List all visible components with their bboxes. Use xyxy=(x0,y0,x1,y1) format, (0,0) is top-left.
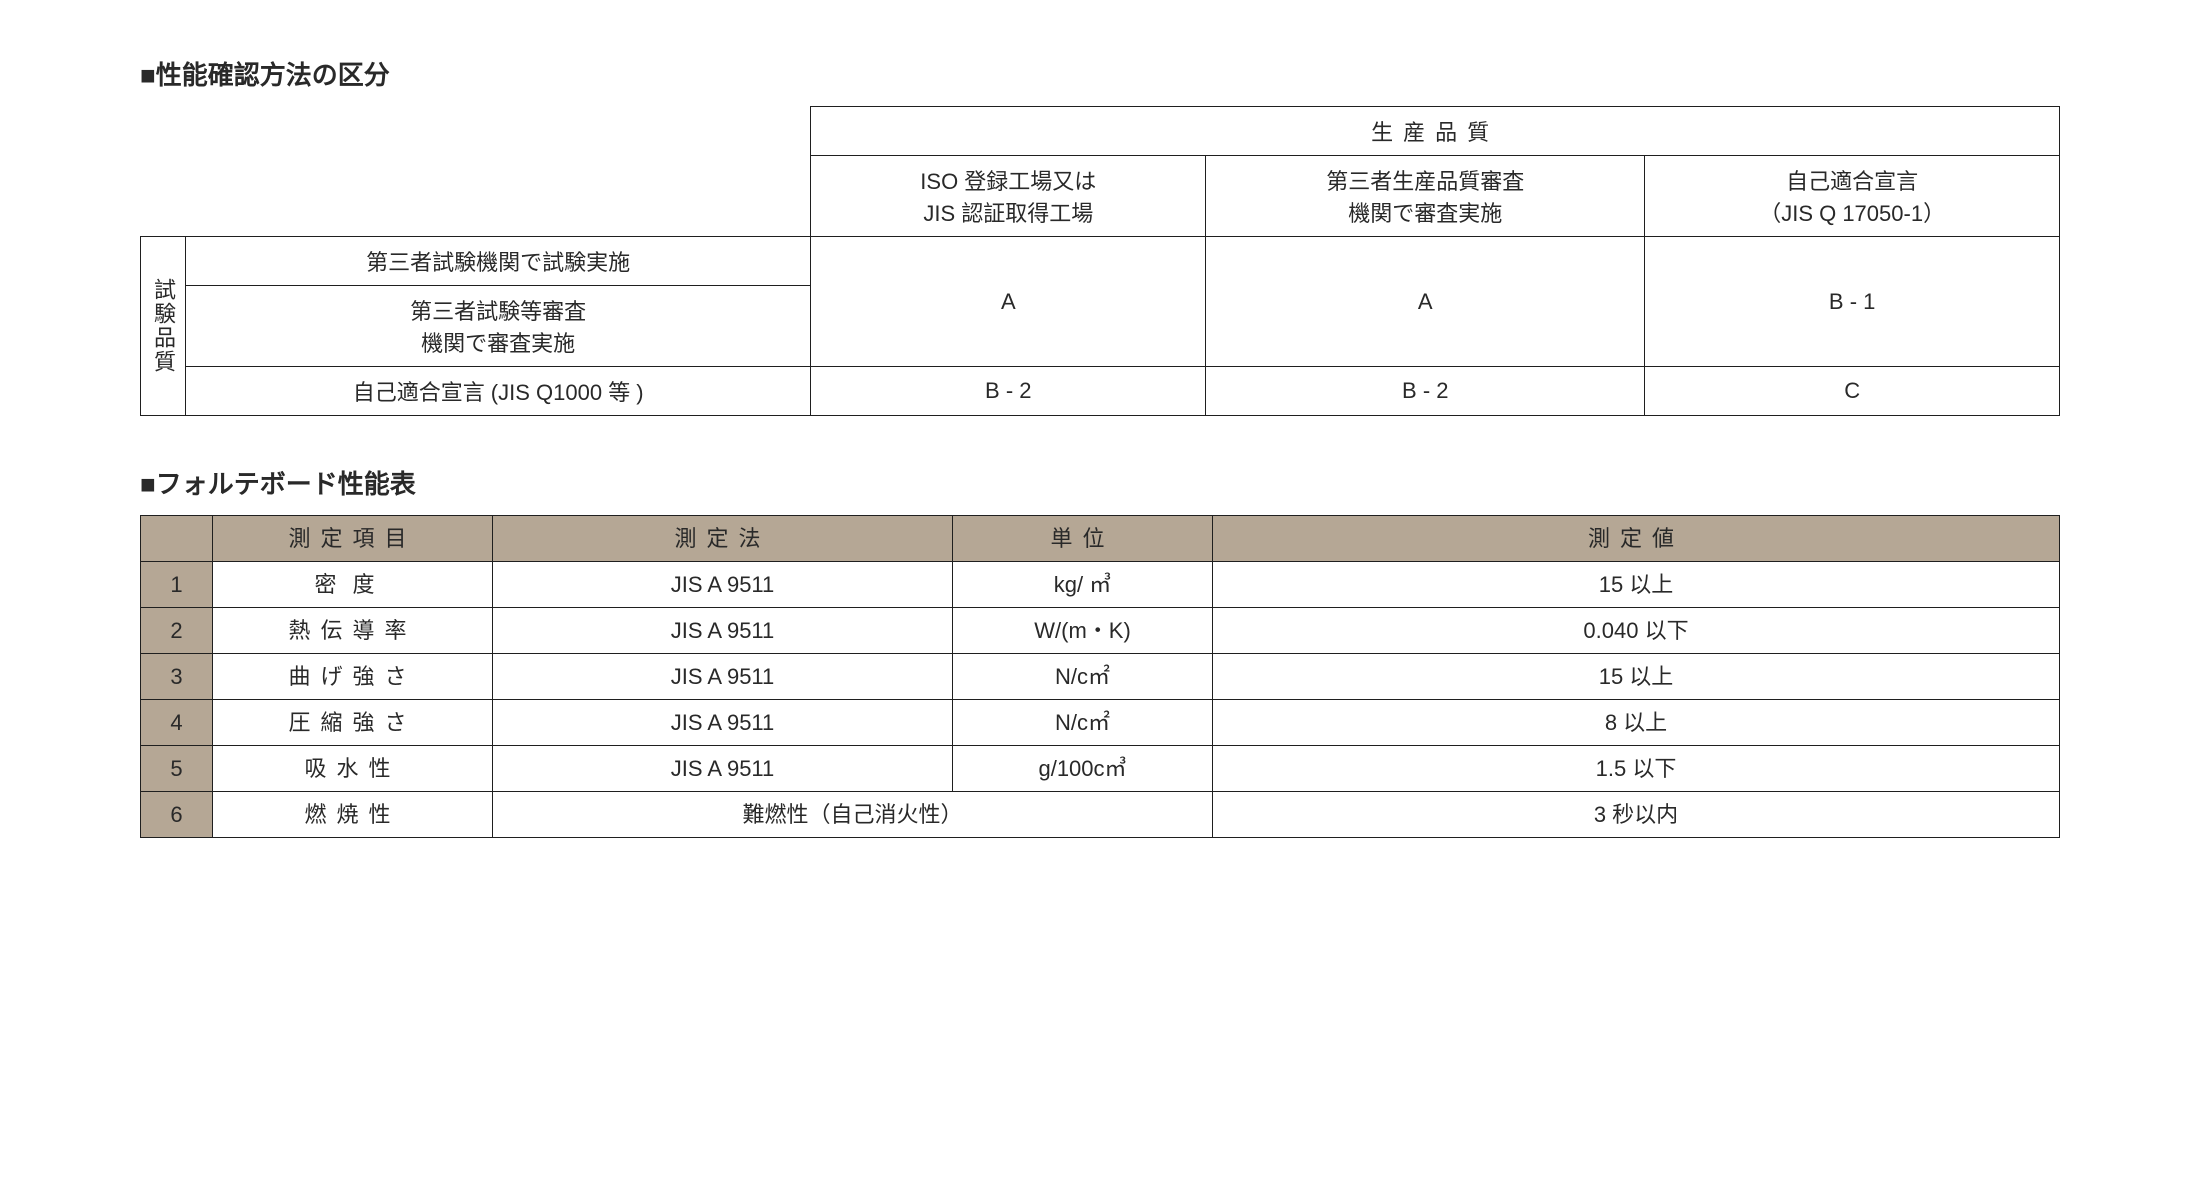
table-row: 1 密度 JIS A 9511 kg/ ㎥ 15 以上 xyxy=(141,562,2060,608)
row-value: 15 以上 xyxy=(1213,654,2060,700)
table-row: 4 圧縮強さ JIS A 9511 N/c㎡ 8 以上 xyxy=(141,700,2060,746)
row-num: 1 xyxy=(141,562,213,608)
row-unit: kg/ ㎥ xyxy=(953,562,1213,608)
row-unit: W/(m・K) xyxy=(953,608,1213,654)
row-num: 4 xyxy=(141,700,213,746)
section1-heading: ■性能確認方法の区分 xyxy=(140,55,2060,92)
header-value: 測定値 xyxy=(1213,516,2060,562)
row-num: 2 xyxy=(141,608,213,654)
cell-a1: A xyxy=(811,237,1206,367)
row-unit: N/c㎡ xyxy=(953,654,1213,700)
row2-label: 第三者試験等審査機関で審査実施 xyxy=(186,286,811,367)
table-row: 3 曲げ強さ JIS A 9511 N/c㎡ 15 以上 xyxy=(141,654,2060,700)
row-unit: N/c㎡ xyxy=(953,700,1213,746)
row-value: 8 以上 xyxy=(1213,700,2060,746)
row-method: JIS A 9511 xyxy=(493,746,953,792)
row-num: 3 xyxy=(141,654,213,700)
header-item: 測定項目 xyxy=(213,516,493,562)
row-item: 曲げ強さ xyxy=(213,654,493,700)
row-unit: g/100c㎥ xyxy=(953,746,1213,792)
production-quality-header: 生産品質 xyxy=(811,107,2060,156)
row-num: 6 xyxy=(141,792,213,838)
row1-label: 第三者試験機関で試験実施 xyxy=(186,237,811,286)
row-num: 5 xyxy=(141,746,213,792)
cell-r3c3: C xyxy=(1645,367,2060,416)
row-value: 15 以上 xyxy=(1213,562,2060,608)
row-method: JIS A 9511 xyxy=(493,562,953,608)
row-item: 熱伝導率 xyxy=(213,608,493,654)
row-value: 1.5 以下 xyxy=(1213,746,2060,792)
table-row: 5 吸水性 JIS A 9511 g/100c㎥ 1.5 以下 xyxy=(141,746,2060,792)
row-item: 密度 xyxy=(213,562,493,608)
header-unit: 単位 xyxy=(953,516,1213,562)
cell-a2: A xyxy=(1206,237,1645,367)
cell-r3c2: B - 2 xyxy=(1206,367,1645,416)
empty-corner xyxy=(141,107,811,237)
table-row: 6 燃焼性 難燃性（自己消火性） 3 秒以内 xyxy=(141,792,2060,838)
row-group-label: 試験品質 xyxy=(141,237,186,416)
row-value: 3 秒以内 xyxy=(1213,792,2060,838)
row-method: JIS A 9511 xyxy=(493,700,953,746)
classification-table: 生産品質 ISO 登録工場又はJIS 認証取得工場 第三者生産品質審査機関で審査… xyxy=(140,106,2060,416)
col-header-1: 第三者生産品質審査機関で審査実施 xyxy=(1206,156,1645,237)
col-header-0: ISO 登録工場又はJIS 認証取得工場 xyxy=(811,156,1206,237)
cell-b1: B - 1 xyxy=(1645,237,2060,367)
col-header-2: 自己適合宣言（JIS Q 17050-1） xyxy=(1645,156,2060,237)
row-item: 吸水性 xyxy=(213,746,493,792)
cell-r3c1: B - 2 xyxy=(811,367,1206,416)
row-value: 0.040 以下 xyxy=(1213,608,2060,654)
row-item: 圧縮強さ xyxy=(213,700,493,746)
header-blank xyxy=(141,516,213,562)
row-method: JIS A 9511 xyxy=(493,654,953,700)
table-row: 2 熱伝導率 JIS A 9511 W/(m・K) 0.040 以下 xyxy=(141,608,2060,654)
section2-heading: ■フォルテボード性能表 xyxy=(140,464,2060,501)
row-item: 燃焼性 xyxy=(213,792,493,838)
header-method: 測定法 xyxy=(493,516,953,562)
row3-label: 自己適合宣言 (JIS Q1000 等 ) xyxy=(186,367,811,416)
row-method-unit: 難燃性（自己消火性） xyxy=(493,792,1213,838)
performance-table: 測定項目 測定法 単位 測定値 1 密度 JIS A 9511 kg/ ㎥ 15… xyxy=(140,515,2060,838)
row-method: JIS A 9511 xyxy=(493,608,953,654)
